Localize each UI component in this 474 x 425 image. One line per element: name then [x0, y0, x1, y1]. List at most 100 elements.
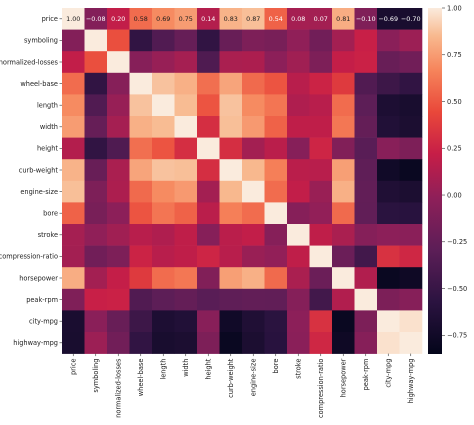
heatmap-cell-curb-weight-width: [174, 159, 198, 182]
heatmap-cell-normalized-losses-curb-weight: [219, 51, 243, 74]
heatmap-cell-symboling-width: [174, 29, 198, 52]
heatmap-cell-height-highway-mpg: [399, 137, 423, 160]
heatmap-cell-normalized-losses-horsepower: [332, 51, 355, 74]
heatmap-cell-height-curb-weight: [219, 137, 243, 160]
heatmap-cell-compression-ratio-width: [174, 245, 198, 268]
heatmap-cell-city-mpg-normalized-losses: [107, 310, 130, 333]
heatmap-cell-stroke-engine-size: [242, 224, 265, 246]
heatmap-cell-highway-mpg-width: [174, 332, 198, 354]
heatmap-cell-horsepower-compression-ratio: [309, 267, 333, 290]
heatmap-cell-compression-ratio-compression-ratio: [309, 245, 333, 268]
heatmap-cell-city-mpg-highway-mpg: [399, 310, 423, 333]
heatmap-cell-curb-weight-symboling: [84, 159, 108, 182]
heatmap-cell-price-compression-ratio: [309, 8, 333, 30]
heatmap-cell-bore-highway-mpg: [399, 202, 423, 225]
heatmap-cell-compression-ratio-price: [62, 245, 85, 268]
heatmap-cell-normalized-losses-length: [152, 51, 175, 74]
heatmap-cell-price-curb-weight: [219, 8, 243, 30]
heatmap-cell-curb-weight-length: [152, 159, 175, 182]
heatmap-cell-height-width: [174, 137, 198, 160]
row-label-height: height: [37, 145, 58, 153]
heatmap-cell-city-mpg-compression-ratio: [309, 310, 333, 333]
heatmap-cell-horsepower-bore: [264, 267, 288, 290]
heatmap-cell-stroke-price: [62, 224, 85, 246]
row-label-wheel-base: wheel-base: [20, 80, 58, 88]
heatmap-cell-curb-weight-city-mpg: [377, 159, 400, 182]
heatmap-cell-height-height: [197, 137, 220, 160]
heatmap-cell-length-price: [62, 94, 85, 117]
heatmap-cell-highway-mpg-curb-weight: [219, 332, 243, 354]
heatmap-cell-width-stroke: [287, 116, 310, 138]
heatmap-cell-compression-ratio-engine-size: [242, 245, 265, 268]
heatmap-cell-highway-mpg-engine-size: [242, 332, 265, 354]
heatmap-cell-symboling-height: [197, 29, 220, 52]
heatmap-cell-price-length: [152, 8, 175, 30]
heatmap-cell-price-horsepower: [332, 8, 355, 30]
heatmap-cell-peak-rpm-symboling: [84, 288, 108, 311]
heatmap-cell-compression-ratio-peak-rpm: [354, 245, 378, 268]
heatmap-cell-symboling-stroke: [287, 29, 310, 52]
heatmap-cell-compression-ratio-height: [197, 245, 220, 268]
heatmap-cell-wheel-base-price: [62, 72, 85, 95]
colorbar: 1.00 0.75 0.50 0.25 0.00 −0.25 −0.50 −0.75: [428, 4, 467, 354]
heatmap-cell-bore-compression-ratio: [309, 202, 333, 225]
heatmap-cell-height-engine-size: [242, 137, 265, 160]
heatmap-cell-compression-ratio-length: [152, 245, 175, 268]
heatmap-cell-price-stroke: [287, 8, 310, 30]
heatmap-cell-highway-mpg-peak-rpm: [354, 332, 378, 354]
row-label-horsepower: horsepower: [19, 274, 58, 282]
heatmap-cell-stroke-compression-ratio: [309, 224, 333, 246]
heatmap-cell-normalized-losses-price: [62, 51, 85, 74]
heatmap-cell-horsepower-engine-size: [242, 267, 265, 290]
heatmap-cell-curb-weight-horsepower: [332, 159, 355, 182]
heatmap-cell-price-city-mpg: [377, 8, 400, 30]
heatmap-cell-bore-height: [197, 202, 220, 225]
cell-annotation-price-city-mpg: −0.69: [378, 15, 398, 23]
heatmap-cell-price-engine-size: [242, 8, 265, 30]
heatmap-cell-height-compression-ratio: [309, 137, 333, 160]
heatmap-cell-wheel-base-compression-ratio: [309, 72, 333, 95]
heatmap-cell-symboling-length: [152, 29, 175, 52]
heatmap-cell-width-wheel-base: [129, 116, 153, 138]
column-label-engine-size: engine-size: [250, 359, 258, 397]
heatmap-cell-city-mpg-peak-rpm: [354, 310, 378, 333]
heatmap-cell-normalized-losses-city-mpg: [377, 51, 400, 74]
heatmap-cell-length-curb-weight: [219, 94, 243, 117]
heatmap-cell-compression-ratio-highway-mpg: [399, 245, 423, 268]
cell-annotation-price-width: 0.75: [179, 15, 193, 23]
heatmap-cell-wheel-base-wheel-base: [129, 72, 153, 95]
heatmap-cell-peak-rpm-normalized-losses: [107, 288, 130, 311]
heatmap-cell-city-mpg-engine-size: [242, 310, 265, 333]
heatmap-cell-length-horsepower: [332, 94, 355, 117]
heatmap-cell-price-normalized-losses: [107, 8, 130, 30]
heatmap-cell-engine-size-stroke: [287, 180, 310, 203]
colorbar-tick-label: −0.25: [447, 238, 467, 246]
heatmap-cell-symboling-peak-rpm: [354, 29, 378, 52]
row-label-price: price: [42, 15, 58, 23]
heatmap-cell-stroke-height: [197, 224, 220, 246]
heatmap-cell-city-mpg-length: [152, 310, 175, 333]
heatmap-cell-normalized-losses-peak-rpm: [354, 51, 378, 74]
heatmap-cell-stroke-curb-weight: [219, 224, 243, 246]
heatmap-cell-curb-weight-wheel-base: [129, 159, 153, 182]
heatmap-cell-compression-ratio-bore: [264, 245, 288, 268]
heatmap-cell-peak-rpm-wheel-base: [129, 288, 153, 311]
heatmap-cell-city-mpg-price: [62, 310, 85, 333]
heatmap-cell-height-stroke: [287, 137, 310, 160]
heatmap-cell-bore-curb-weight: [219, 202, 243, 225]
cell-annotation-price-stroke: 0.08: [291, 15, 305, 23]
heatmap-cell-stroke-highway-mpg: [399, 224, 423, 246]
heatmap-cell-wheel-base-engine-size: [242, 72, 265, 95]
heatmap-cell-wheel-base-normalized-losses: [107, 72, 130, 95]
heatmap-cell-symboling-symboling: [84, 29, 108, 52]
cell-annotation-price-curb-weight: 0.83: [224, 15, 238, 23]
row-label-compression-ratio: compression-ratio: [0, 253, 58, 261]
heatmap-cell-wheel-base-bore: [264, 72, 288, 95]
heatmap-cell-engine-size-peak-rpm: [354, 180, 378, 203]
heatmap-cell-length-wheel-base: [129, 94, 153, 117]
heatmap-cell-engine-size-width: [174, 180, 198, 203]
heatmap-cell-peak-rpm-peak-rpm: [354, 288, 378, 311]
heatmap-cell-symboling-compression-ratio: [309, 29, 333, 52]
heatmap-cell-peak-rpm-curb-weight: [219, 288, 243, 311]
colorbar-tick-label: 1.00: [447, 4, 462, 12]
